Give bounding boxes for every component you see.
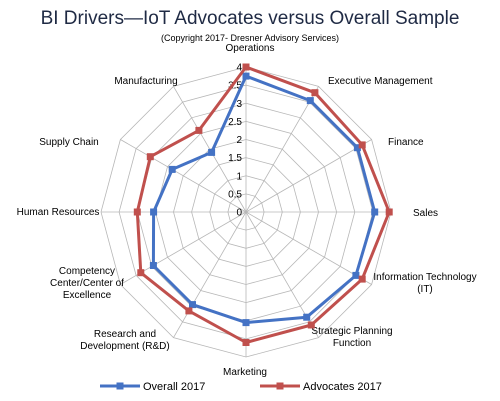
category-label: Supply Chain — [39, 137, 98, 148]
category-label: Sales — [413, 208, 438, 219]
grid-spoke — [120, 139, 247, 213]
grid-spoke — [245, 86, 319, 213]
legend-marker — [116, 382, 124, 390]
data-point — [358, 275, 366, 283]
tick-label: 1.5 — [228, 153, 242, 164]
category-label: Research and Development (R&D) — [80, 329, 169, 352]
legend-label: Overall 2017 — [143, 381, 205, 393]
data-point — [242, 319, 250, 327]
tick-label: 1 — [236, 171, 242, 182]
tick-label: 3 — [236, 99, 242, 110]
category-label: Executive Management — [328, 76, 433, 87]
legend-label: Advocates 2017 — [303, 381, 382, 393]
data-point — [242, 63, 250, 71]
data-point — [189, 301, 196, 309]
data-point — [185, 307, 193, 315]
grid-spoke — [173, 211, 247, 338]
data-point — [146, 153, 154, 161]
category-label: Marketing — [223, 367, 267, 378]
data-point — [303, 313, 311, 321]
chart-title: BI Drivers—IoT Advocates versus Overall … — [41, 8, 460, 29]
data-point — [311, 89, 319, 97]
tick-label: 0 — [236, 208, 242, 219]
tick-label: 4 — [236, 63, 242, 74]
data-point — [307, 321, 315, 329]
radar-spokes — [101, 67, 391, 357]
data-point — [306, 97, 314, 105]
grid-spoke — [245, 211, 372, 285]
category-label: Finance — [388, 137, 424, 148]
category-labels: Operations Executive Management Finance Sal… — [17, 43, 477, 378]
legend: Overall 2017 Advocates 2017 — [100, 381, 382, 393]
tick-label: 3.5 — [228, 81, 242, 92]
data-point — [133, 208, 141, 216]
category-label: Information Technology (IT) — [373, 272, 476, 295]
data-point — [149, 262, 157, 269]
grid-spoke — [245, 139, 372, 213]
data-point — [150, 208, 158, 216]
category-label: Competency Center/Center of Excellence — [50, 266, 124, 301]
data-point — [208, 148, 216, 156]
series-group — [133, 63, 393, 346]
data-point — [195, 126, 203, 134]
tick-label: 0.5 — [228, 189, 242, 200]
data-point — [168, 165, 176, 173]
data-point — [385, 208, 393, 216]
data-point — [242, 339, 250, 346]
category-label: Human Resources — [17, 207, 100, 218]
data-point — [242, 72, 250, 80]
tick-label: 2 — [236, 135, 242, 146]
category-label: Strategic Planning Function — [311, 326, 392, 349]
data-point — [137, 269, 145, 277]
legend-marker — [276, 382, 284, 390]
radial-tick-labels: 0 0.5 1 1.5 2 2.5 3 3.5 4 — [228, 63, 242, 219]
data-point — [353, 144, 361, 152]
chart-subtitle: (Copyright 2017- Dresner Advisory Servic… — [161, 33, 339, 43]
data-point — [352, 271, 360, 279]
tick-label: 2.5 — [228, 117, 242, 128]
category-label: Manufacturing — [114, 76, 177, 87]
category-label: Operations — [226, 43, 275, 54]
data-point — [371, 208, 379, 216]
series-line — [151, 74, 377, 325]
data-point — [358, 141, 366, 149]
